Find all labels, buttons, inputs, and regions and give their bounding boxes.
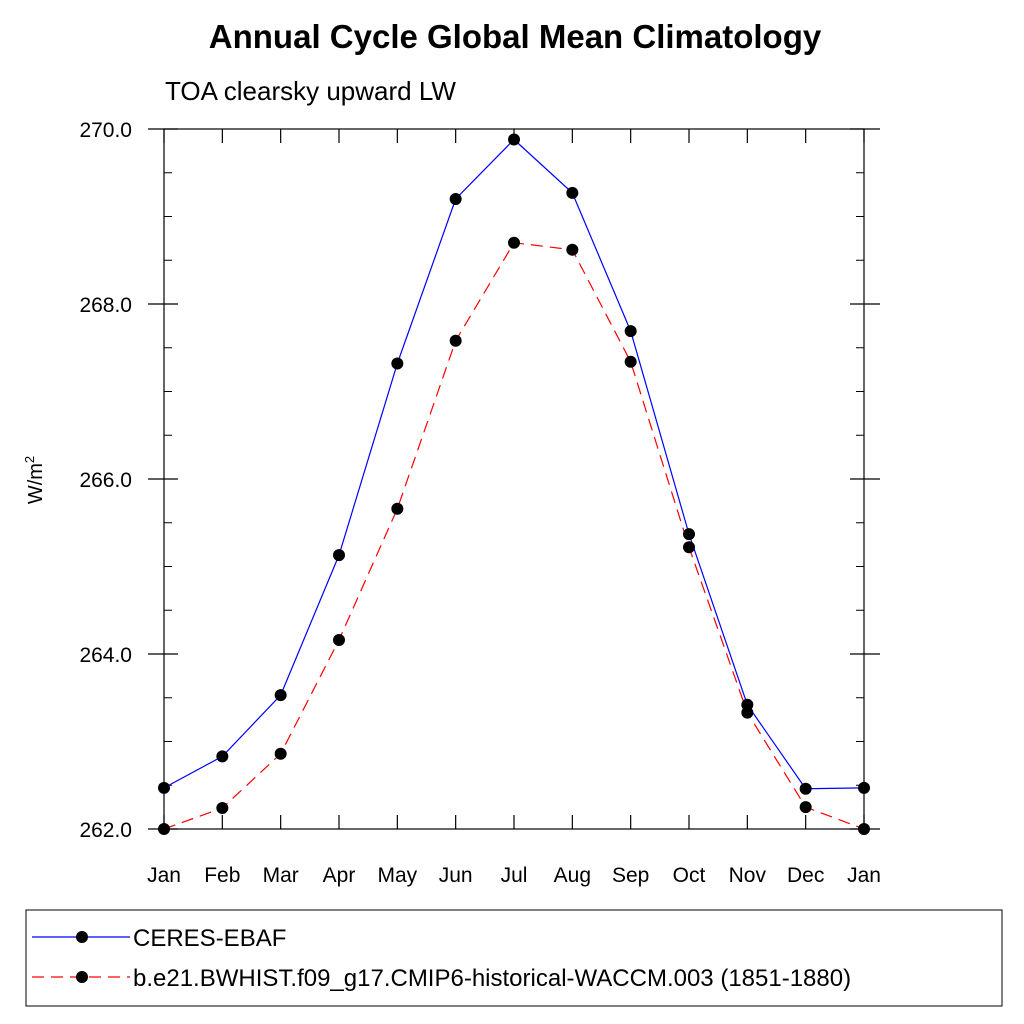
data-point xyxy=(799,782,812,795)
data-point xyxy=(508,236,520,249)
legend-label: b.e21.BWHIST.f09_g17.CMIP6-historical-WA… xyxy=(133,965,851,992)
legend-marker xyxy=(76,971,88,983)
x-tick-label: Dec xyxy=(787,864,824,887)
x-tick-label: Jun xyxy=(439,864,473,887)
x-tick-label: May xyxy=(377,864,417,887)
data-point xyxy=(683,528,695,541)
data-point xyxy=(741,706,754,719)
data-point xyxy=(508,133,520,146)
x-tick-label: Jan xyxy=(847,864,881,887)
data-point xyxy=(216,750,229,763)
legend: CERES-EBAF b.e21.BWHIST.f09_g17.CMIP6-his… xyxy=(32,925,851,992)
x-tick-label: Sep xyxy=(612,864,649,887)
y-tick-label: 268.0 xyxy=(79,294,132,317)
x-tick-label: Apr xyxy=(323,864,356,887)
series-line xyxy=(163,242,865,830)
data-point xyxy=(624,325,637,338)
data-point xyxy=(391,357,404,370)
data-point xyxy=(333,549,345,562)
y-axis-label-superscript: 2 xyxy=(22,456,37,463)
data-point xyxy=(683,541,695,554)
legend-marker xyxy=(76,931,88,943)
data-point xyxy=(216,802,229,814)
data-point xyxy=(333,634,345,646)
y-tick-label: 270.0 xyxy=(79,119,132,142)
y-axis-label: W/m2 xyxy=(22,456,47,504)
legend-box xyxy=(25,909,1003,1007)
data-point xyxy=(566,243,579,256)
y-axis-label-text: W/m xyxy=(25,463,47,504)
y-tick-label: 262.0 xyxy=(79,819,132,842)
data-point xyxy=(858,823,870,835)
data-point xyxy=(274,747,287,760)
axis-ticks xyxy=(164,172,864,786)
x-tick-label: Aug xyxy=(554,864,591,887)
data-point xyxy=(274,689,287,702)
data-point xyxy=(858,781,870,794)
y-tick-label: 264.0 xyxy=(79,644,132,667)
chart-title: Annual Cycle Global Mean Climatology xyxy=(209,18,822,55)
series-layer xyxy=(158,133,870,835)
x-tick-label: Nov xyxy=(729,864,767,887)
y-tick-label: 266.0 xyxy=(79,469,132,492)
x-tick-label: Mar xyxy=(263,864,299,887)
data-point xyxy=(158,823,170,835)
data-point xyxy=(624,355,637,368)
x-tick-label: Jan xyxy=(147,864,181,887)
data-point xyxy=(566,186,579,199)
x-tick-label: Oct xyxy=(673,864,706,887)
data-point xyxy=(158,781,170,794)
y-axis: 262.0 264.0 266.0 268.0 270.0 xyxy=(79,119,880,842)
plot-frame xyxy=(163,128,865,830)
legend-label: CERES-EBAF xyxy=(133,925,286,952)
data-point xyxy=(799,801,812,814)
chart-subtitle: TOA clearsky upward LW xyxy=(165,76,456,106)
data-point xyxy=(449,334,462,347)
x-tick-label: Jul xyxy=(501,864,528,887)
data-point xyxy=(449,193,462,205)
x-tick-label: Feb xyxy=(204,864,240,887)
data-point xyxy=(391,502,404,515)
